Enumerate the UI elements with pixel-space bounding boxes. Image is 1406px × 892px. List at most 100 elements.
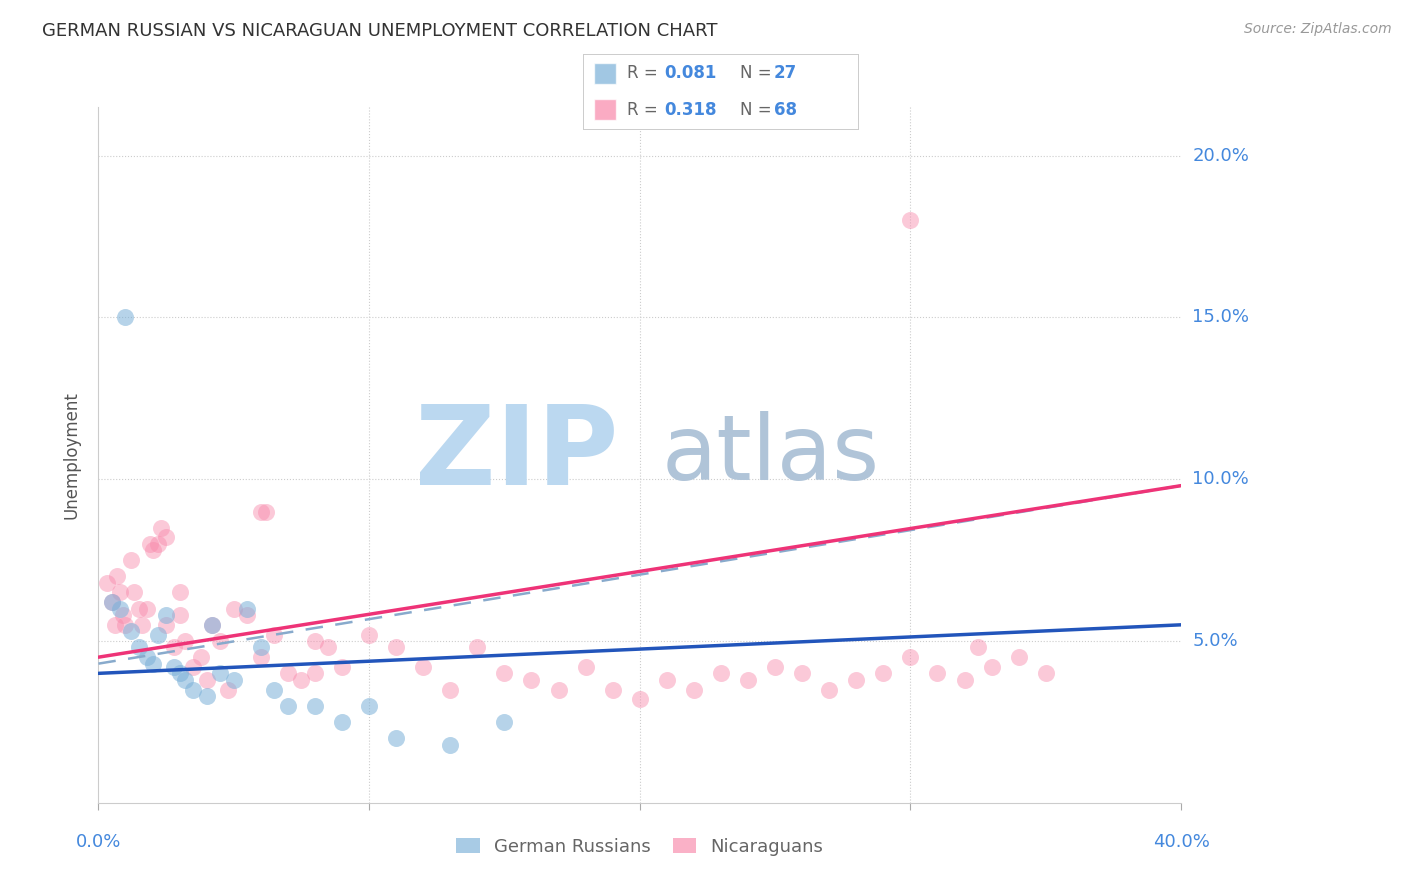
Point (683, 682, 706, 697)
Point (141, 543, 165, 558)
Point (222, 601, 245, 615)
Point (114, 617, 136, 632)
Point (181, 660, 204, 674)
Point (254, 504, 277, 518)
Point (201, 617, 224, 632)
Point (169, 666, 191, 681)
Point (174, 673, 197, 687)
Legend: German Russians, Nicaraguans: German Russians, Nicaraguans (449, 831, 831, 863)
Point (967, 640, 990, 655)
Text: 20.0%: 20.0% (1192, 146, 1249, 165)
Point (277, 666, 299, 681)
Point (927, 666, 949, 681)
Point (263, 627, 285, 641)
Point (547, 682, 569, 697)
Point (520, 673, 543, 687)
Point (201, 617, 224, 632)
Point (209, 634, 232, 648)
Point (385, 731, 408, 745)
Point (190, 650, 212, 665)
Text: N =: N = (740, 64, 776, 82)
Point (359, 698, 381, 713)
Point (136, 601, 159, 615)
Text: N =: N = (740, 101, 776, 119)
Text: 27: 27 (775, 64, 797, 82)
Point (163, 640, 186, 655)
Point (236, 601, 259, 615)
Point (439, 738, 461, 752)
Point (1008, 650, 1031, 665)
Point (139, 537, 162, 551)
Point (181, 682, 204, 697)
Point (96, 575, 118, 590)
Point (304, 666, 326, 681)
Bar (595, 62, 616, 84)
Text: atlas: atlas (661, 411, 880, 499)
Point (195, 673, 218, 687)
Point (209, 666, 232, 681)
Point (412, 660, 434, 674)
Point (155, 531, 177, 545)
Bar (595, 99, 616, 120)
Point (111, 608, 134, 623)
Point (131, 617, 153, 632)
Point (174, 634, 197, 648)
Point (104, 617, 127, 632)
Point (467, 640, 489, 655)
Point (304, 634, 326, 648)
Point (900, 650, 922, 665)
Text: ZIP: ZIP (415, 401, 619, 508)
Point (136, 650, 159, 665)
Point (953, 673, 976, 687)
Point (980, 660, 1002, 674)
Point (318, 640, 340, 655)
Point (120, 553, 142, 567)
Point (169, 608, 191, 623)
Point (763, 660, 786, 674)
Point (128, 640, 150, 655)
Point (236, 608, 259, 623)
Point (114, 310, 136, 325)
Text: 0.318: 0.318 (665, 101, 717, 119)
Point (149, 521, 172, 535)
Point (277, 698, 299, 713)
Point (122, 585, 145, 599)
Point (101, 595, 124, 609)
Point (304, 698, 326, 713)
Point (250, 650, 273, 665)
Text: 68: 68 (775, 101, 797, 119)
Text: 40.0%: 40.0% (1153, 833, 1209, 851)
Point (163, 660, 186, 674)
Point (602, 682, 624, 697)
Point (263, 682, 285, 697)
Point (439, 682, 461, 697)
Text: R =: R = (627, 64, 664, 82)
Y-axis label: Unemployment: Unemployment (62, 391, 80, 519)
Text: R =: R = (627, 101, 664, 119)
Point (101, 595, 124, 609)
Point (290, 673, 312, 687)
Point (385, 640, 408, 655)
Point (359, 627, 381, 641)
Point (105, 569, 128, 583)
Point (818, 682, 841, 697)
Point (330, 660, 353, 674)
Point (900, 213, 922, 227)
Point (217, 682, 239, 697)
Point (494, 666, 516, 681)
Text: 5.0%: 5.0% (1192, 632, 1237, 650)
Point (128, 601, 150, 615)
Point (575, 660, 598, 674)
Point (146, 537, 169, 551)
Point (790, 666, 813, 681)
Point (146, 627, 169, 641)
Point (195, 689, 218, 703)
Point (872, 666, 894, 681)
Point (222, 673, 245, 687)
Point (655, 673, 678, 687)
Point (494, 714, 516, 729)
Point (845, 673, 868, 687)
Text: 0.0%: 0.0% (76, 833, 121, 851)
Point (250, 504, 273, 518)
Text: Source: ZipAtlas.com: Source: ZipAtlas.com (1244, 22, 1392, 37)
